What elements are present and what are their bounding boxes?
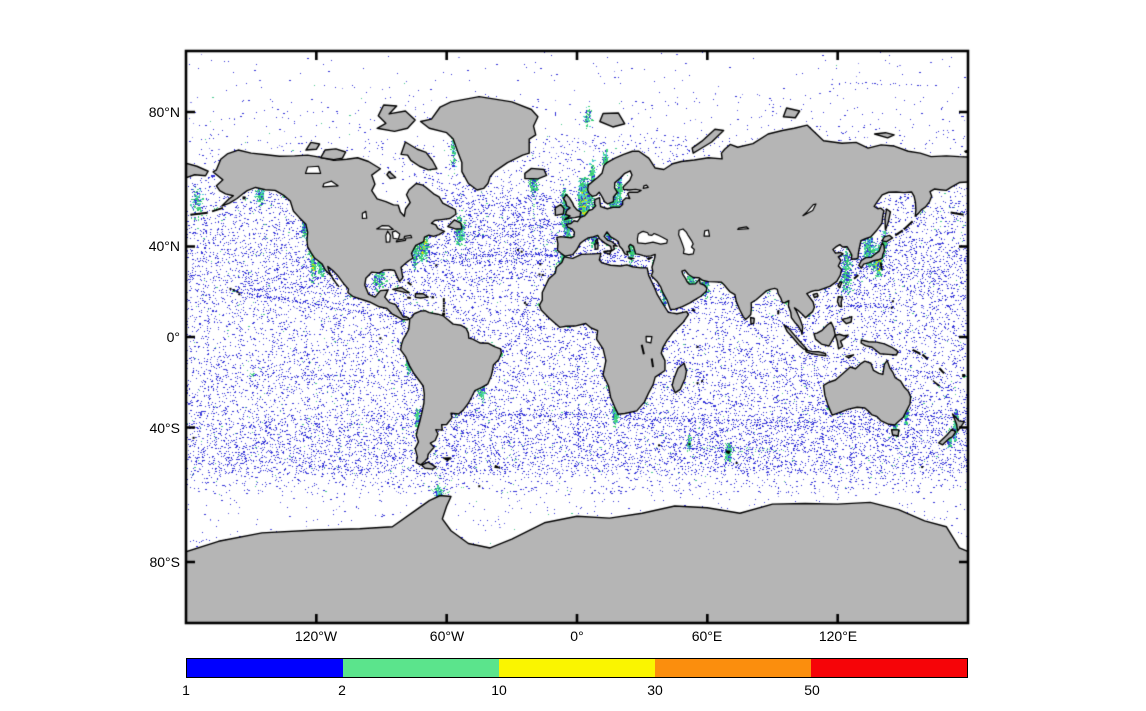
- x-tick-label-60w: 60°W: [429, 628, 465, 644]
- colorbar-segment-green: [343, 659, 499, 677]
- x-tick-label-120e: 120°E: [818, 628, 858, 644]
- colorbar-label-2: 2: [338, 682, 346, 698]
- y-tick-label-0: 0°: [166, 329, 180, 345]
- colorbar-label-10: 10: [491, 682, 507, 698]
- y-tick-label-80s: 80°S: [149, 554, 180, 570]
- y-tick-label-80n: 80°N: [148, 104, 180, 120]
- x-tick-label-60e: 60°E: [691, 628, 723, 644]
- y-tick-label-40n: 40°N: [148, 238, 180, 254]
- colorbar-label-50: 50: [804, 682, 820, 698]
- y-tick-label-40s: 40°S: [149, 420, 180, 436]
- colorbar-segment-orange: [655, 659, 811, 677]
- colorbar-segment-blue: [187, 659, 343, 677]
- colorbar-label-1: 1: [182, 682, 190, 698]
- colorbar-segment-yellow: [499, 659, 655, 677]
- x-tick-label-120w: 120°W: [294, 628, 338, 644]
- colorbar-segment-red: [811, 659, 967, 677]
- colorbar-label-30: 30: [647, 682, 663, 698]
- x-tick-label-0: 0°: [570, 628, 584, 644]
- colorbar: [186, 658, 968, 678]
